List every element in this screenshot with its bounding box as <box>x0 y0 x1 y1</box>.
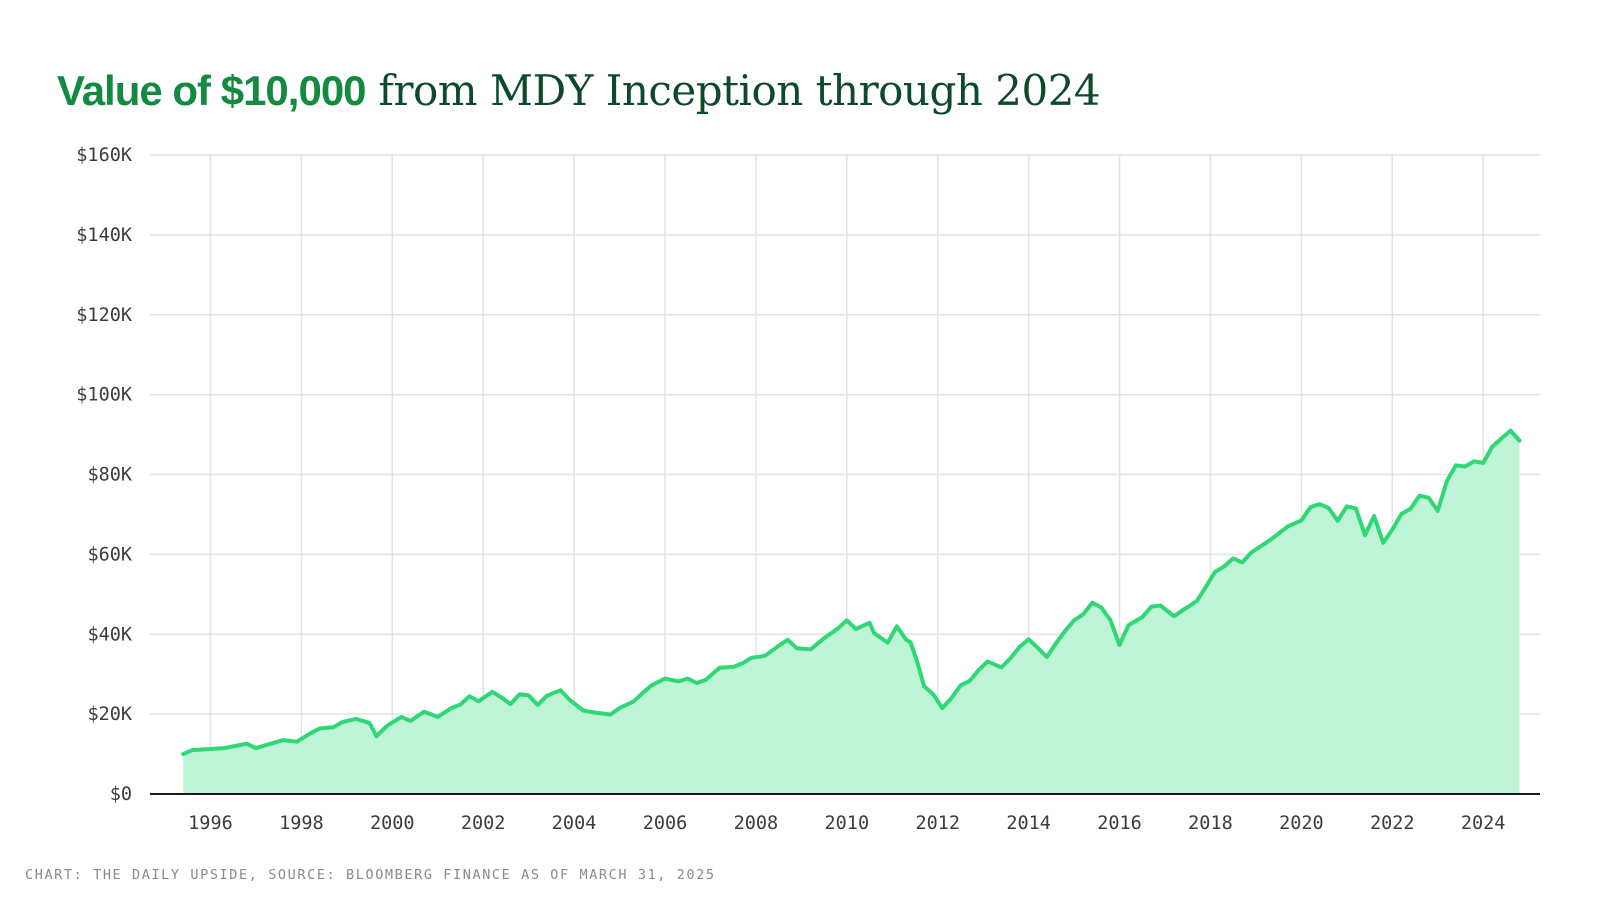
x-tick-label: 2018 <box>1188 813 1233 834</box>
x-tick-labels: 1996 1998 2000 2002 2004 2006 2008 2010 2012 2014… <box>188 813 1505 834</box>
x-tick-label: 2016 <box>1097 813 1142 834</box>
x-tick-label: 2002 <box>461 813 506 834</box>
y-tick-label: $100K <box>76 385 133 406</box>
chart-title-rest: from MDY Inception through 2024 <box>365 66 1101 115</box>
x-tick-label: 2020 <box>1279 813 1324 834</box>
x-tick-label: 2006 <box>643 813 688 834</box>
y-tick-label: $20K <box>87 704 132 725</box>
chart-title: Value of $10,000 from MDY Inception thro… <box>57 66 1101 115</box>
chart-title-highlight: Value of $10,000 <box>57 67 367 114</box>
y-tick-label: $40K <box>87 624 132 645</box>
y-tick-label: $60K <box>87 544 132 565</box>
x-tick-label: 2010 <box>825 813 870 834</box>
x-tick-label: 2004 <box>552 813 597 834</box>
chart-source-note: CHART: THE DAILY UPSIDE, SOURCE: BLOOMBE… <box>25 867 716 883</box>
y-tick-label: $80K <box>87 465 132 486</box>
x-tick-label: 2014 <box>1006 813 1051 834</box>
y-tick-label: $160K <box>76 145 133 166</box>
x-tick-label: 2012 <box>915 813 960 834</box>
x-tick-label: 1998 <box>279 813 324 834</box>
series-layer <box>150 428 1540 795</box>
series-area <box>183 430 1520 794</box>
x-tick-label: 2024 <box>1461 813 1506 834</box>
x-tick-label: 2008 <box>734 813 779 834</box>
y-tick-label: $140K <box>76 225 133 246</box>
x-tick-label: 2000 <box>370 813 415 834</box>
y-tick-labels: $0 $20K $40K $60K $80K $100K $120K $140K $160K <box>76 145 133 805</box>
y-tick-label: $120K <box>76 305 133 326</box>
x-tick-label: 2022 <box>1370 813 1415 834</box>
x-tick-label: 1996 <box>188 813 233 834</box>
y-tick-label: $0 <box>110 784 132 805</box>
series-line <box>181 428 1522 757</box>
